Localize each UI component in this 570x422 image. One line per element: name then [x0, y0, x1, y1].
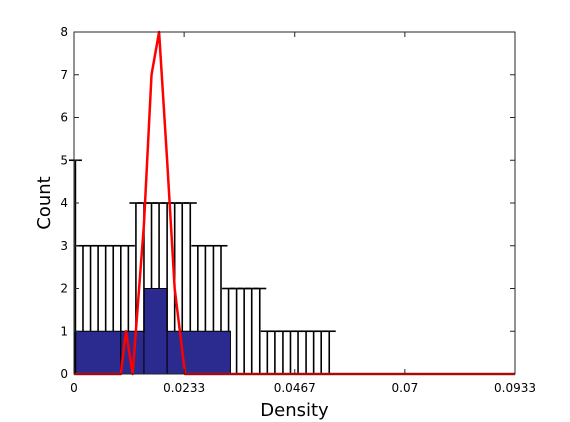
histogram-bar-2 — [143, 288, 168, 375]
x-tick-label-1: 0.0233 — [163, 381, 205, 395]
x-axis-label: Density — [260, 400, 329, 421]
error-bars — [68, 159, 336, 374]
y-tick-label-5: 5 — [60, 153, 68, 167]
histogram-bar-3 — [166, 330, 231, 375]
axis-ticks: 0 0.0233 0.0467 0.07 0.0933 0 1 2 3 4 5 6 7 8 — [60, 25, 536, 395]
y-tick-label-3: 3 — [60, 239, 68, 253]
error-bar-19 — [214, 244, 228, 332]
y-axis-label: Count — [34, 176, 55, 229]
y-tick-label-4: 4 — [60, 196, 68, 210]
y-tick-label-1: 1 — [60, 324, 68, 338]
y-tick-label-7: 7 — [60, 68, 68, 82]
density-curve-line-0 — [74, 30, 515, 376]
y-tick-label-2: 2 — [60, 282, 68, 296]
error-bar-7 — [121, 244, 135, 332]
x-tick-label-0: 0 — [70, 381, 78, 395]
error-bar-15 — [183, 202, 197, 332]
x-tick-label-4: 0.0933 — [494, 381, 536, 395]
y-tick-label-0: 0 — [60, 367, 68, 381]
error-bar-33 — [322, 330, 336, 374]
x-tick-label-2: 0.0467 — [274, 381, 316, 395]
y-tick-label-6: 6 — [60, 111, 68, 125]
x-tick-label-3: 0.07 — [392, 381, 419, 395]
y-tick-label-8: 8 — [60, 25, 68, 39]
histogram-bar-0 — [73, 330, 122, 375]
density-curve — [74, 30, 515, 376]
error-bar-24 — [253, 287, 267, 374]
